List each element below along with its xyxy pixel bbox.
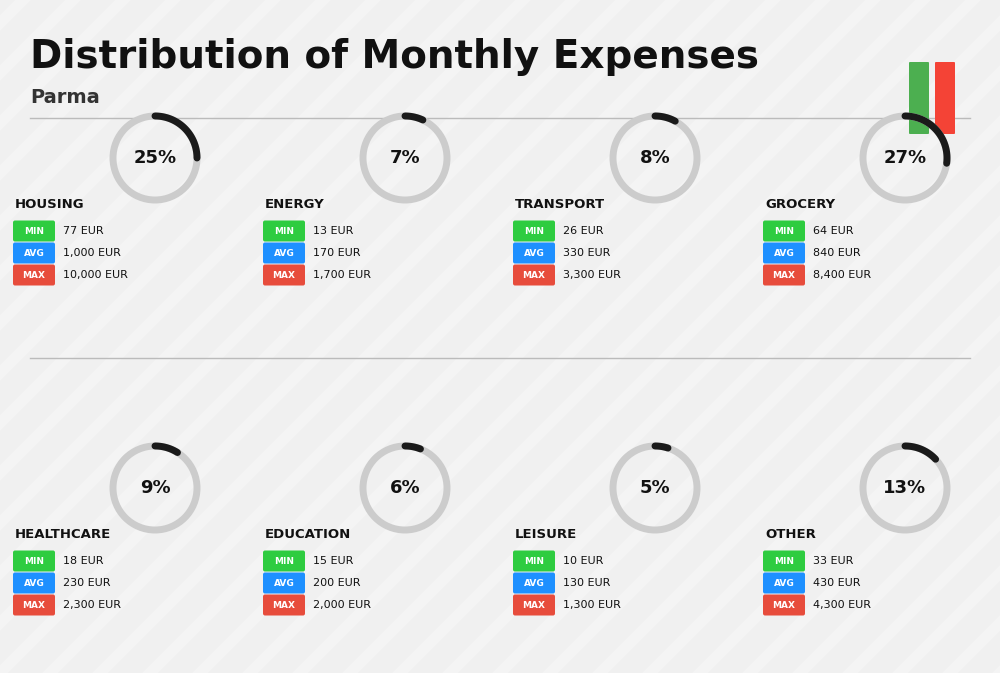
- Text: AVG: AVG: [274, 579, 294, 588]
- Text: MIN: MIN: [774, 557, 794, 565]
- FancyBboxPatch shape: [935, 62, 955, 134]
- Text: 1,700 EUR: 1,700 EUR: [313, 270, 371, 280]
- Text: HEALTHCARE: HEALTHCARE: [15, 528, 111, 542]
- Text: ENERGY: ENERGY: [265, 199, 325, 211]
- Text: 77 EUR: 77 EUR: [63, 226, 104, 236]
- Text: 5%: 5%: [640, 479, 670, 497]
- FancyBboxPatch shape: [13, 573, 55, 594]
- Text: LEISURE: LEISURE: [515, 528, 577, 542]
- Text: 8%: 8%: [640, 149, 670, 167]
- FancyBboxPatch shape: [763, 594, 805, 616]
- Text: 2,300 EUR: 2,300 EUR: [63, 600, 121, 610]
- Text: 130 EUR: 130 EUR: [563, 578, 610, 588]
- Text: 18 EUR: 18 EUR: [63, 556, 104, 566]
- FancyBboxPatch shape: [763, 573, 805, 594]
- Text: 10 EUR: 10 EUR: [563, 556, 603, 566]
- Text: 10,000 EUR: 10,000 EUR: [63, 270, 128, 280]
- Text: MIN: MIN: [24, 557, 44, 565]
- Text: 33 EUR: 33 EUR: [813, 556, 853, 566]
- Text: Distribution of Monthly Expenses: Distribution of Monthly Expenses: [30, 38, 759, 76]
- Text: MIN: MIN: [524, 227, 544, 236]
- Text: MAX: MAX: [523, 271, 546, 279]
- FancyBboxPatch shape: [263, 594, 305, 616]
- FancyBboxPatch shape: [13, 551, 55, 571]
- Text: MAX: MAX: [772, 600, 796, 610]
- FancyBboxPatch shape: [763, 242, 805, 264]
- Text: MAX: MAX: [273, 600, 296, 610]
- FancyBboxPatch shape: [909, 62, 929, 134]
- Text: 840 EUR: 840 EUR: [813, 248, 861, 258]
- Text: TRANSPORT: TRANSPORT: [515, 199, 605, 211]
- FancyBboxPatch shape: [13, 221, 55, 242]
- Text: AVG: AVG: [524, 248, 544, 258]
- Text: 4,300 EUR: 4,300 EUR: [813, 600, 871, 610]
- FancyBboxPatch shape: [763, 221, 805, 242]
- FancyBboxPatch shape: [513, 221, 555, 242]
- Text: OTHER: OTHER: [765, 528, 816, 542]
- Text: MIN: MIN: [774, 227, 794, 236]
- Text: AVG: AVG: [24, 579, 44, 588]
- Text: MAX: MAX: [273, 271, 296, 279]
- Text: AVG: AVG: [524, 579, 544, 588]
- Text: AVG: AVG: [774, 248, 794, 258]
- Text: MAX: MAX: [772, 271, 796, 279]
- Text: 1,300 EUR: 1,300 EUR: [563, 600, 621, 610]
- Text: MAX: MAX: [22, 600, 45, 610]
- FancyBboxPatch shape: [513, 551, 555, 571]
- Text: 430 EUR: 430 EUR: [813, 578, 860, 588]
- Text: MAX: MAX: [523, 600, 546, 610]
- FancyBboxPatch shape: [513, 264, 555, 285]
- FancyBboxPatch shape: [263, 242, 305, 264]
- Text: 6%: 6%: [390, 479, 420, 497]
- Text: GROCERY: GROCERY: [765, 199, 835, 211]
- Text: EDUCATION: EDUCATION: [265, 528, 351, 542]
- Text: 230 EUR: 230 EUR: [63, 578, 110, 588]
- Text: 8,400 EUR: 8,400 EUR: [813, 270, 871, 280]
- Text: 15 EUR: 15 EUR: [313, 556, 353, 566]
- Text: HOUSING: HOUSING: [15, 199, 85, 211]
- Text: 3,300 EUR: 3,300 EUR: [563, 270, 621, 280]
- FancyBboxPatch shape: [13, 242, 55, 264]
- FancyBboxPatch shape: [513, 242, 555, 264]
- Text: 64 EUR: 64 EUR: [813, 226, 853, 236]
- Text: MIN: MIN: [274, 557, 294, 565]
- FancyBboxPatch shape: [263, 551, 305, 571]
- Text: AVG: AVG: [24, 248, 44, 258]
- FancyBboxPatch shape: [263, 573, 305, 594]
- Text: 1,000 EUR: 1,000 EUR: [63, 248, 121, 258]
- FancyBboxPatch shape: [513, 573, 555, 594]
- FancyBboxPatch shape: [763, 264, 805, 285]
- FancyBboxPatch shape: [513, 594, 555, 616]
- Text: MAX: MAX: [22, 271, 45, 279]
- Text: 13%: 13%: [883, 479, 927, 497]
- Text: 25%: 25%: [133, 149, 177, 167]
- Text: 170 EUR: 170 EUR: [313, 248, 361, 258]
- Text: 200 EUR: 200 EUR: [313, 578, 361, 588]
- FancyBboxPatch shape: [13, 594, 55, 616]
- Text: 2,000 EUR: 2,000 EUR: [313, 600, 371, 610]
- FancyBboxPatch shape: [263, 264, 305, 285]
- Text: 27%: 27%: [883, 149, 927, 167]
- Text: 13 EUR: 13 EUR: [313, 226, 353, 236]
- Text: 26 EUR: 26 EUR: [563, 226, 604, 236]
- Text: MIN: MIN: [274, 227, 294, 236]
- Text: Parma: Parma: [30, 88, 100, 107]
- FancyBboxPatch shape: [763, 551, 805, 571]
- Text: 9%: 9%: [140, 479, 170, 497]
- Text: 330 EUR: 330 EUR: [563, 248, 610, 258]
- FancyBboxPatch shape: [13, 264, 55, 285]
- Text: AVG: AVG: [774, 579, 794, 588]
- Text: AVG: AVG: [274, 248, 294, 258]
- Text: 7%: 7%: [390, 149, 420, 167]
- Text: MIN: MIN: [24, 227, 44, 236]
- FancyBboxPatch shape: [263, 221, 305, 242]
- Text: MIN: MIN: [524, 557, 544, 565]
